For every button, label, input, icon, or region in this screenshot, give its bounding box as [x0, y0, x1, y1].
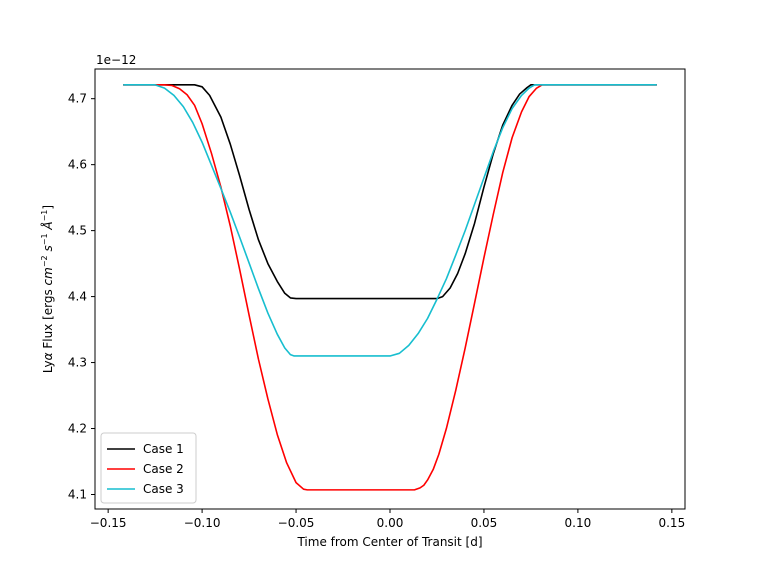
x-tick-label: 0.00: [377, 516, 404, 530]
y-tick-label: 4.2: [68, 422, 87, 436]
y-tick-label: 4.5: [68, 224, 87, 238]
legend-label-case-2: Case 2: [143, 462, 184, 476]
y-tick-label: 4.7: [68, 92, 87, 106]
series-line-case-2: [123, 84, 657, 491]
x-tick-label: −0.10: [184, 516, 221, 530]
series-line-case-1: [123, 84, 657, 300]
legend-label-case-1: Case 1: [143, 442, 184, 456]
x-tick-label: 0.10: [565, 516, 592, 530]
y-tick-label: 4.6: [68, 158, 87, 172]
y-axis-ticks: 4.1 4.2 4.3 4.4 4.5 4.6 4.7: [68, 92, 95, 501]
x-axis-ticks: −0.15 −0.10 −0.05 0.00 0.05 0.10 0.15: [90, 509, 685, 530]
legend-box: [100, 432, 197, 504]
legend-label-case-3: Case 3: [143, 482, 184, 496]
y-tick-label: 4.1: [68, 487, 87, 501]
x-tick-label: −0.15: [90, 516, 127, 530]
y-tick-label: 4.4: [68, 290, 87, 304]
y-offset-text: 1e−12: [96, 53, 136, 67]
x-tick-label: 0.05: [471, 516, 498, 530]
series-layer: [123, 84, 657, 491]
legend: Case 1 Case 2 Case 3: [100, 432, 197, 504]
y-tick-label: 4.3: [68, 356, 87, 370]
x-tick-label: −0.05: [278, 516, 315, 530]
series-line-case-3: [123, 84, 657, 357]
x-tick-label: 0.15: [658, 516, 685, 530]
x-axis-label: Time from Center of Transit [d]: [296, 535, 482, 549]
y-axis-label: Lyα Flux [ergs cm−2 s−1 Å−1]: [40, 205, 55, 373]
